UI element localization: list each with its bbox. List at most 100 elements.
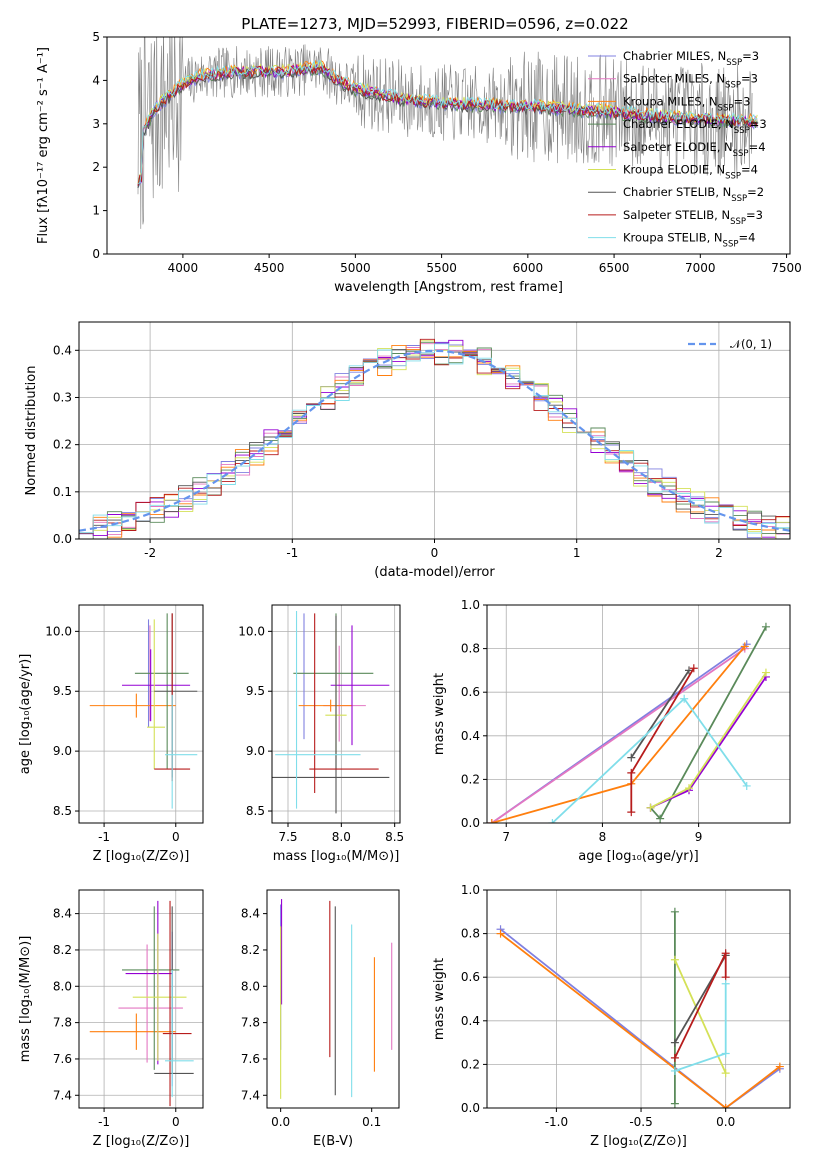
x-tick-label: 0 <box>431 546 439 560</box>
x-tick-label: 6000 <box>513 261 544 275</box>
x-tick-label: 5500 <box>426 261 457 275</box>
age-weight-marker <box>627 753 636 762</box>
x-axis-label: (data-model)/error <box>374 565 495 580</box>
x-tick-label: 4000 <box>168 261 199 275</box>
panel-residuals: -2 -1 0 1 2 0.0 0.1 0.2 0.3 0.4 (data-model)/error… <box>24 321 791 580</box>
z-weight-marker <box>496 929 505 938</box>
y-tick-label: 8.0 <box>241 979 260 993</box>
x-tick-label: 7500 <box>771 261 802 275</box>
y-tick-label: 0.0 <box>461 816 480 830</box>
age-weight-series-3 <box>649 626 767 821</box>
x-axis-label: wavelength [Angstrom, rest frame] <box>334 280 563 295</box>
z-weight-marker <box>721 949 730 958</box>
x-tick-label: 0.1 <box>362 1115 381 1129</box>
y-tick-label: 1.0 <box>461 883 480 897</box>
x-tick-label: 0.0 <box>271 1115 290 1129</box>
z-weight-series-3 <box>674 959 727 1074</box>
plot-area-ebv_vs_mass <box>280 899 393 1099</box>
axes-frame <box>271 604 401 824</box>
z-weight-series-5 <box>674 952 727 1059</box>
y-tick-label: 0.0 <box>53 532 72 546</box>
y-axis-label: mass [log₁₀(M/M⊙)] <box>18 936 33 1063</box>
age-weight-marker <box>761 668 770 677</box>
x-axis-label: age [log₁₀(age/yr)] <box>578 849 699 864</box>
age-weight-series-6 <box>630 669 690 759</box>
x-tick-label: -1 <box>98 1115 110 1129</box>
age-weight-marker <box>740 642 749 651</box>
y-tick-label: 7.4 <box>53 1088 72 1102</box>
y-tick-label: 9.5 <box>53 684 72 698</box>
y-tick-label: 7.8 <box>241 1016 260 1030</box>
z-weight-marker <box>670 955 679 964</box>
age-weight-marker <box>487 819 496 823</box>
y-tick-label: 3 <box>92 117 100 131</box>
y-tick-label: 7.8 <box>53 1016 72 1030</box>
x-tick-label: 0 <box>172 1115 180 1129</box>
z-weight-marker <box>721 1049 730 1058</box>
axes-frame <box>78 889 204 1109</box>
age-weight-marker <box>761 622 770 631</box>
age-weight-marker <box>742 781 751 790</box>
plot-area-age_weights <box>487 622 770 823</box>
plot-area-z_vs_mass <box>89 900 194 1107</box>
panel-spectrum: 4000 4500 5000 5500 6000 6500 7000 7500 0 1 2 3 4 5 wa… <box>36 30 802 295</box>
y-tick-label: 7.4 <box>241 1088 260 1102</box>
z-weight-marker <box>670 1099 679 1108</box>
panel-age_weights: 7 8 9 0.0 0.2 0.4 0.6 0.8 1.0 age [log₁₀(age/yr)]… <box>432 598 791 864</box>
y-tick-label: 0.0 <box>461 1101 480 1115</box>
axes-frame <box>266 889 400 1109</box>
legend-label-normal: 𝒩(0, 1) <box>730 337 772 351</box>
y-tick-label: 0.8 <box>461 927 480 941</box>
y-tick-label: 7.6 <box>53 1052 72 1066</box>
panel-z_vs_age: -1 0 8.5 9.0 9.5 10.0 Z [log₁₀(Z/Z⊙)] age [log₁… <box>18 604 204 864</box>
residual-histogram-2 <box>79 344 790 538</box>
x-tick-label: 0.0 <box>716 1115 735 1129</box>
x-tick-label: -1 <box>98 830 110 844</box>
y-tick-label: 0.2 <box>461 772 480 786</box>
plot-area-mass_vs_age <box>272 610 390 814</box>
y-tick-label: 9.0 <box>246 744 265 758</box>
plot-area-spectrum <box>137 37 758 229</box>
y-tick-label: 8.2 <box>241 943 260 957</box>
axes-frame <box>106 36 791 255</box>
x-tick-label: 8 <box>599 830 607 844</box>
y-tick-label: 1 <box>92 204 100 218</box>
y-axis-label: mass weight <box>432 958 447 1040</box>
age-weight-marker <box>646 803 655 812</box>
axes-frame <box>486 604 791 824</box>
normal-curve <box>79 349 790 532</box>
panel-mass_vs_age: 7.5 8.0 8.5 8.5 9.0 9.5 10.0 mass [log₁₀(M/M⊙)] <box>238 604 404 864</box>
y-tick-label: 0.4 <box>53 343 72 357</box>
x-tick-label: 8.0 <box>332 830 351 844</box>
y-tick-label: 5 <box>92 30 100 44</box>
y-tick-label: 1.0 <box>461 598 480 612</box>
y-tick-label: 0.2 <box>53 438 72 452</box>
y-tick-label: 10.0 <box>45 624 72 638</box>
x-tick-label: 1 <box>573 546 581 560</box>
plot-area-residuals <box>79 338 790 539</box>
y-tick-label: 7.6 <box>241 1052 260 1066</box>
y-tick-label: 0.6 <box>461 970 480 984</box>
x-tick-label: 7000 <box>685 261 716 275</box>
x-axis-label: Z [log₁₀(Z/Z⊙)] <box>93 849 190 864</box>
legend-label-6: Chabrier STELIB, NSSP=2 <box>623 185 764 204</box>
x-tick-label: -1 <box>286 546 298 560</box>
panel-ebv_vs_mass: 0.0 0.1 7.4 7.6 7.8 8.0 8.2 8.4 E(B-V) <box>241 889 400 1149</box>
y-tick-label: 0.8 <box>461 642 480 656</box>
panel-z_vs_mass: -1 0 7.4 7.6 7.8 8.0 8.2 8.4 Z [log₁₀(Z/Z⊙)] mass… <box>18 889 204 1149</box>
plot-area-z_weights <box>496 907 784 1108</box>
figure-title: PLATE=1273, MJD=52993, FIBERID=0596, z=0… <box>241 15 628 33</box>
legend-label-1: Salpeter MILES, NSSP=3 <box>623 72 758 91</box>
z-weight-marker <box>721 1104 730 1108</box>
y-tick-label: 9.5 <box>246 684 265 698</box>
y-tick-label: 10.0 <box>238 624 265 638</box>
y-tick-label: 2 <box>92 160 100 174</box>
legend-label-5: Kroupa ELODIE, NSSP=4 <box>623 163 758 182</box>
legend-label-7: Salpeter STELIB, NSSP=3 <box>623 208 763 227</box>
y-tick-label: 0 <box>92 247 100 261</box>
z-weight-series-1 <box>499 932 781 1108</box>
x-axis-label: Z [log₁₀(Z/Z⊙)] <box>590 1134 687 1149</box>
axes-frame <box>78 604 204 824</box>
axes-frame <box>486 889 791 1109</box>
